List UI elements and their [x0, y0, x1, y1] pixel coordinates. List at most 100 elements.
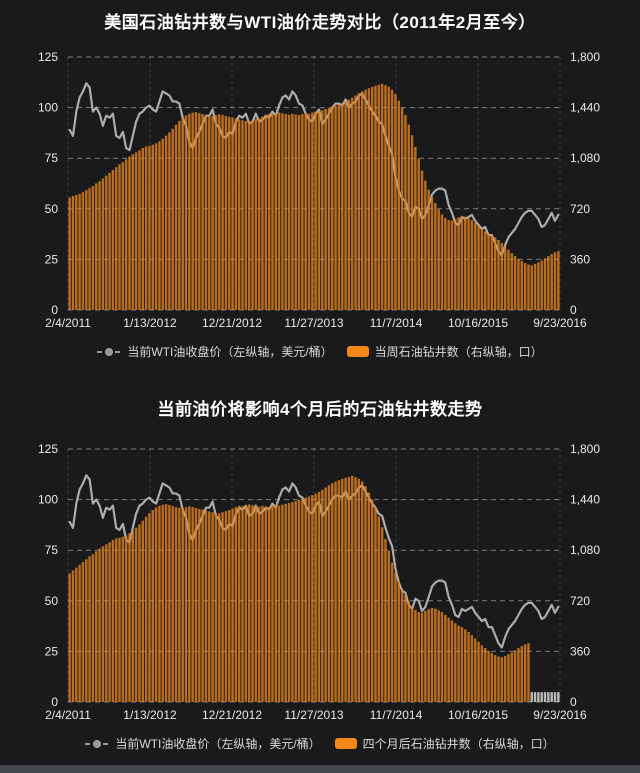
rig-count-bar: [88, 188, 91, 310]
x-axis-tick: 12/21/2012: [202, 316, 262, 330]
legend-item-rig-count: 当周石油钻井数（右纵轴，口）: [346, 343, 543, 360]
rig-count-bar: [214, 115, 218, 310]
rig-count-bar: [357, 93, 361, 310]
rig-count-bar: [497, 240, 500, 310]
rig-count-bar: [344, 101, 347, 310]
rig-count-bar: [400, 589, 404, 702]
rig-count-bar: [334, 105, 337, 310]
rig-count-bar: [221, 512, 224, 702]
rig-count-bar: [387, 86, 391, 310]
rig-count-bar: [414, 609, 417, 702]
rig-count-bar: [397, 581, 400, 702]
rig-count-bar: [158, 141, 161, 310]
rig-count-bar: [450, 620, 454, 702]
rig-count-bar: [304, 112, 307, 310]
rig-count-bar: [108, 172, 111, 310]
rig-count-bar: [131, 530, 135, 702]
right-axis-tick: 0: [570, 695, 577, 709]
rig-count-bar: [540, 260, 543, 310]
rig-count-bar: [513, 650, 517, 702]
rig-count-bar: [274, 504, 277, 702]
rig-count-bar: [114, 167, 118, 310]
rig-count-bar: [128, 533, 131, 702]
rig-count-bar: [85, 190, 88, 310]
left-axis-tick: 100: [38, 101, 58, 115]
x-axis-tick: 1/13/2012: [123, 316, 177, 330]
rig-count-bar: [331, 483, 334, 702]
rig-count-bar: [151, 510, 154, 702]
rig-count-bar: [464, 629, 467, 702]
rig-count-bar: [68, 197, 71, 310]
legend-item-wti-price: 当前WTI油收盘价（左纵轴，美元/桶）: [85, 735, 321, 752]
rig-count-bar: [281, 504, 284, 702]
rig-count-bar: [81, 192, 85, 310]
rig-count-bar: [88, 556, 91, 702]
rig-count-bar: [291, 113, 294, 310]
rig-count-bar: [151, 144, 154, 310]
rig-count-bar: [317, 110, 321, 310]
rig-count-bar: [247, 121, 251, 311]
rig-count-bar: [78, 193, 81, 310]
rig-count-bar: [267, 506, 271, 702]
rig-count-bar: [191, 112, 194, 310]
rig-count-bar: [447, 617, 450, 702]
rig-count-bar: [124, 535, 128, 702]
rig-count-bar: [430, 608, 434, 702]
chart-section-top: 美国石油钻井数与WTI油价走势对比（2011年2月至今） 125 1,800 100…: [0, 0, 640, 368]
rig-count-bar: [171, 128, 174, 310]
wti-price-line: [68, 474, 560, 649]
rig-count-bar: [307, 496, 311, 702]
rig-count-bar: [141, 148, 145, 310]
rig-count-bar: [234, 506, 238, 702]
rig-count-bar: [164, 135, 168, 310]
rig-count-bar: [95, 183, 98, 310]
bar-legend-marker-icon: [334, 738, 357, 749]
legend-item-rig-count-shifted: 四个月后石油钻井数（右纵轴，口）: [334, 735, 555, 752]
rig-count-bar: [271, 114, 274, 310]
rig-count-bar: [380, 83, 384, 310]
rig-count-bar: [91, 186, 95, 310]
rig-count-bar: [483, 648, 487, 702]
rig-count-bar: [483, 231, 487, 310]
rig-count-bar: [111, 540, 115, 702]
rig-count-bar: [420, 170, 424, 310]
rig-count-bar: [347, 99, 351, 310]
rig-count-bar: [281, 113, 284, 310]
left-axis-tick: 50: [45, 202, 59, 216]
rig-count-bar: [168, 132, 171, 310]
rig-count-bar: [327, 107, 331, 310]
rig-count-bar: [121, 162, 125, 310]
rig-count-bar: [503, 655, 507, 702]
rig-count-bar: [360, 481, 364, 702]
legend-label-wti-price: 当前WTI油收盘价（左纵轴，美元/桶）: [115, 737, 321, 751]
rig-count-bar: [410, 606, 414, 702]
rig-count-bar: [148, 145, 151, 310]
rig-count-bar: [284, 114, 287, 310]
rig-count-bar: [111, 170, 115, 310]
rig-count-bar: [105, 175, 108, 310]
rig-count-bar: [91, 554, 95, 702]
x-axis-tick: 11/7/2014: [370, 708, 423, 722]
rig-count-bar: [188, 506, 191, 702]
rig-count-bar: [537, 262, 540, 310]
rig-count-bar: [497, 656, 500, 702]
placeholder-bar: [543, 692, 547, 702]
left-axis-tick: 0: [51, 303, 58, 317]
right-axis-tick: 720: [570, 202, 590, 216]
rig-count-bar: [367, 88, 371, 310]
left-axis-tick: 0: [51, 695, 58, 709]
rig-count-bar: [523, 644, 527, 702]
rig-count-bar: [377, 84, 381, 310]
placeholder-bar: [557, 692, 560, 702]
rig-count-bar: [214, 513, 218, 702]
rig-count-bar: [493, 655, 497, 702]
rig-count-bar: [351, 97, 354, 310]
rig-count-bar: [434, 608, 437, 702]
rig-count-bar: [377, 516, 381, 702]
left-axis-tick: 125: [38, 442, 58, 456]
rig-count-bar: [158, 505, 161, 702]
rig-count-bar: [527, 643, 530, 702]
rig-count-bar: [138, 150, 141, 310]
x-axis-tick: 10/16/2015: [448, 708, 508, 722]
rig-count-bar: [444, 217, 447, 310]
